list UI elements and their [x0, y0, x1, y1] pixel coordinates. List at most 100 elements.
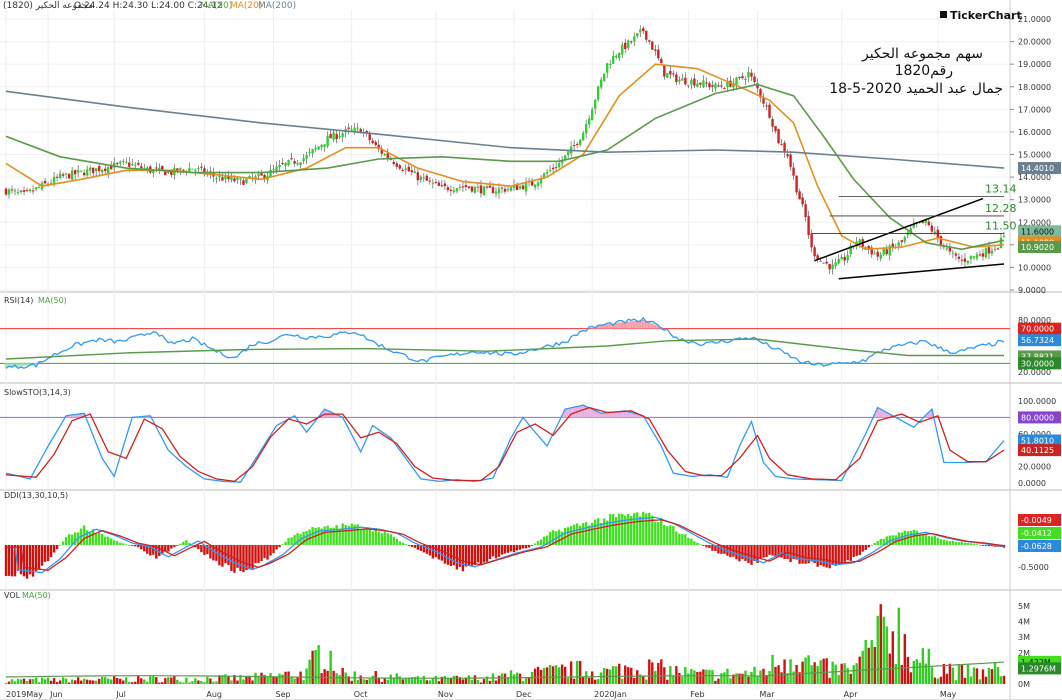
- ddi-bar: [804, 545, 807, 564]
- ddi-bar: [110, 538, 113, 545]
- candle-body: [413, 171, 417, 174]
- volume-bar: [440, 676, 444, 684]
- ddi-bar: [97, 532, 101, 545]
- candle-body: [13, 190, 17, 192]
- candle-body: [735, 77, 738, 85]
- candle-body: [16, 192, 20, 194]
- ddi-bar: [281, 544, 284, 546]
- volume-bar: [672, 676, 675, 684]
- volume-bar: [401, 679, 404, 684]
- ddi-bar: [58, 544, 62, 546]
- candle-body: [323, 144, 326, 148]
- volume-bar: [855, 663, 858, 684]
- ddi-bar: [834, 545, 837, 566]
- candle-body: [948, 246, 952, 252]
- ddi-bar: [957, 542, 961, 545]
- candle-body: [615, 56, 618, 58]
- ddi-bar: [581, 523, 585, 545]
- price-value-box: [1018, 241, 1061, 254]
- volume-bar: [831, 661, 834, 684]
- ddi-bar: [128, 545, 131, 546]
- ddi-value-box: [1018, 540, 1061, 552]
- volume-bar: [158, 682, 161, 684]
- ddi-bar: [464, 545, 468, 567]
- candle-body: [91, 167, 95, 174]
- volume-bar: [191, 681, 194, 684]
- volume-bar: [729, 678, 732, 684]
- sto-title: SlowSTO(3,14,3): [4, 388, 71, 397]
- x-tick-label: Aug: [206, 690, 222, 699]
- candle-body: [407, 166, 411, 172]
- candle-body: [461, 186, 465, 188]
- volume-bar: [266, 676, 269, 684]
- price-tick-label: 17.0000: [1018, 105, 1051, 114]
- candle-body: [73, 170, 77, 175]
- volume-bar: [533, 668, 537, 684]
- volume-bar: [398, 676, 401, 684]
- candle-body: [458, 186, 462, 188]
- ddi-bar: [398, 541, 401, 545]
- ddi-bar: [942, 539, 946, 545]
- candle-body: [434, 181, 438, 183]
- ddi-bar: [70, 534, 74, 545]
- candle-body: [437, 182, 441, 186]
- volume-bar: [551, 666, 555, 684]
- ddi-bar: [140, 545, 143, 550]
- ddi-bar: [197, 545, 200, 550]
- ddi-bar: [377, 531, 380, 545]
- volume-bar: [383, 677, 386, 684]
- ddi-bar: [840, 545, 843, 564]
- volume-bar: [1002, 675, 1006, 684]
- annotation-line-2: رقم1820: [895, 63, 953, 79]
- axes: 21.0000 20.0000 19.0000 18.0000 17.0000 16.00…: [4, 15, 1061, 699]
- candle-body: [107, 166, 110, 174]
- moving-average-line-ma50: [5, 83, 1005, 251]
- ddi-bar: [975, 544, 979, 546]
- ddi-bar: [293, 535, 296, 545]
- ddi-bar: [61, 541, 65, 545]
- ddi-bar: [488, 545, 492, 559]
- volume-bar: [275, 676, 278, 684]
- volume-bar: [891, 631, 894, 684]
- ddi-bar: [828, 545, 831, 569]
- volume-bar: [864, 639, 867, 684]
- candle-body: [4, 188, 8, 195]
- candle-body: [299, 162, 302, 166]
- volume-bar: [584, 671, 588, 684]
- volume-bar: [524, 678, 528, 684]
- candle-body: [825, 261, 828, 264]
- candle-body: [353, 127, 356, 132]
- sto-value-box: [1018, 434, 1061, 447]
- candle-body: [609, 64, 612, 66]
- volume-bar: [7, 681, 11, 684]
- volume-bar: [200, 680, 203, 684]
- volume-bar: [849, 673, 852, 684]
- volume-bar: [221, 675, 224, 684]
- ddi-bar: [705, 545, 708, 548]
- candle-body: [581, 132, 585, 141]
- ddi-bar: [458, 545, 462, 567]
- volume-bar: [554, 665, 558, 684]
- candle-body: [744, 78, 747, 80]
- ddi-bar: [852, 545, 855, 557]
- ddi-bar: [515, 545, 519, 551]
- header-ma20: MA(20): [230, 1, 262, 11]
- candle-body: [1002, 236, 1006, 238]
- ddi-bar: [497, 545, 501, 557]
- ddi-bar: [113, 540, 116, 545]
- ddi-bar: [116, 541, 119, 545]
- candle-body: [651, 41, 654, 50]
- ddi-bar: [822, 545, 825, 567]
- candle-body: [311, 149, 314, 154]
- volume-bar: [314, 649, 317, 684]
- candle-body: [70, 170, 74, 180]
- candle-body: [425, 175, 429, 181]
- volume-bar: [536, 666, 540, 684]
- ddi-bar: [164, 545, 167, 552]
- volume-bar: [22, 678, 26, 684]
- candle-body: [789, 154, 792, 167]
- ddi-bar: [960, 542, 964, 545]
- candle-body: [639, 29, 642, 33]
- ddi-bar: [675, 531, 678, 545]
- candle-body: [179, 168, 182, 170]
